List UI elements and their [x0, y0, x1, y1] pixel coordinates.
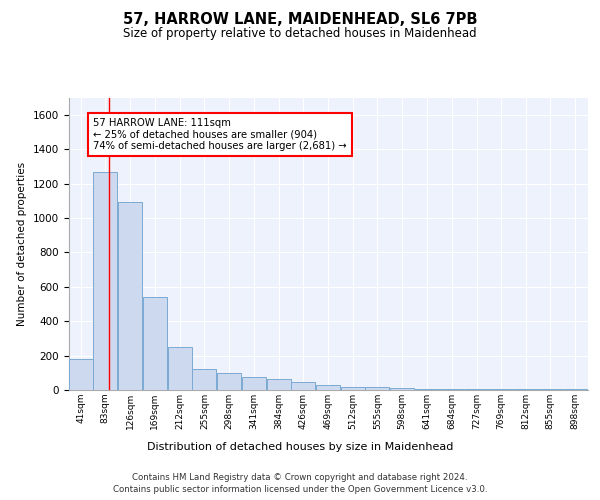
Bar	[489, 389, 513, 390]
Bar	[464, 389, 488, 390]
Text: Size of property relative to detached houses in Maidenhead: Size of property relative to detached ho…	[123, 28, 477, 40]
Bar	[514, 389, 538, 390]
Bar	[440, 389, 464, 390]
Text: 57 HARROW LANE: 111sqm
← 25% of detached houses are smaller (904)
74% of semi-de: 57 HARROW LANE: 111sqm ← 25% of detached…	[93, 118, 347, 152]
Bar	[390, 388, 414, 390]
Bar	[118, 202, 142, 390]
Bar	[365, 386, 389, 390]
Bar	[69, 359, 93, 390]
Bar	[217, 373, 241, 390]
Bar	[193, 370, 217, 390]
Bar	[316, 385, 340, 390]
Bar	[143, 297, 167, 390]
Bar	[291, 382, 315, 390]
Text: Contains public sector information licensed under the Open Government Licence v3: Contains public sector information licen…	[113, 485, 487, 494]
Bar	[538, 389, 562, 390]
Bar	[415, 389, 439, 390]
Text: 57, HARROW LANE, MAIDENHEAD, SL6 7PB: 57, HARROW LANE, MAIDENHEAD, SL6 7PB	[123, 12, 477, 28]
Bar	[242, 377, 266, 390]
Bar	[267, 379, 291, 390]
Y-axis label: Number of detached properties: Number of detached properties	[17, 162, 28, 326]
Bar	[167, 347, 191, 390]
Bar	[93, 172, 117, 390]
Bar	[563, 389, 587, 390]
Text: Distribution of detached houses by size in Maidenhead: Distribution of detached houses by size …	[147, 442, 453, 452]
Bar	[341, 386, 365, 390]
Text: Contains HM Land Registry data © Crown copyright and database right 2024.: Contains HM Land Registry data © Crown c…	[132, 472, 468, 482]
